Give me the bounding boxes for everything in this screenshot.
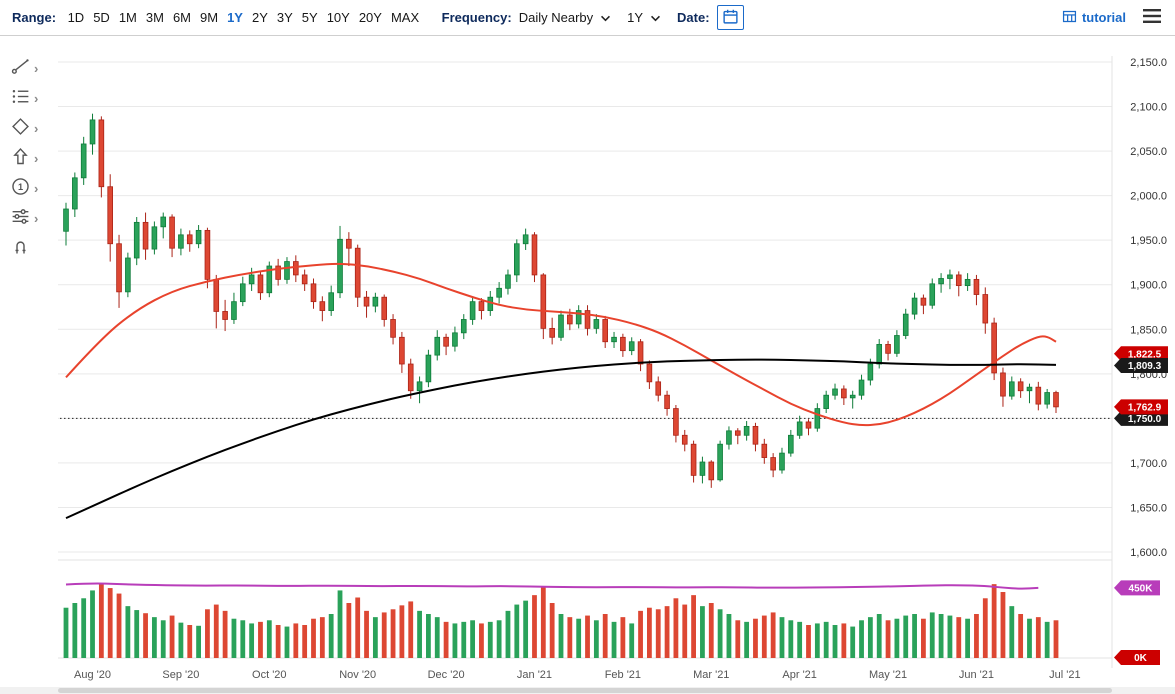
frequency-value: Daily Nearby <box>518 10 594 25</box>
arrow-tool[interactable] <box>10 146 39 172</box>
chevron-right-icon <box>34 210 38 228</box>
svg-text:1,809.3: 1,809.3 <box>1128 361 1162 372</box>
chevron-right-icon <box>34 150 38 168</box>
number-label-tool-icon: 1 <box>10 176 31 202</box>
date-picker-button[interactable] <box>716 5 744 30</box>
svg-text:Aug '20: Aug '20 <box>74 669 111 681</box>
range-option-10y[interactable]: 10Y <box>326 10 350 25</box>
date-label: Date: <box>677 10 710 25</box>
svg-text:Jul '21: Jul '21 <box>1049 669 1080 681</box>
settings-tool[interactable] <box>10 206 39 232</box>
svg-text:0K: 0K <box>1134 653 1148 664</box>
svg-text:1: 1 <box>18 182 23 192</box>
range-option-9m[interactable]: 9M <box>200 10 219 25</box>
svg-text:1,750.0: 1,750.0 <box>1128 414 1162 425</box>
svg-text:1,700.0: 1,700.0 <box>1130 458 1167 470</box>
range-option-2y[interactable]: 2Y <box>251 10 268 25</box>
period-select[interactable]: 1Y <box>627 10 661 25</box>
range-option-1d[interactable]: 1D <box>67 10 85 25</box>
svg-text:Jan '21: Jan '21 <box>517 669 552 681</box>
range-option-20y[interactable]: 20Y <box>358 10 382 25</box>
chevron-right-icon <box>34 120 38 138</box>
scrollbar-thumb[interactable] <box>58 688 1112 693</box>
chart-area: 1 2,150.0 2,100.0 2,050.0 2,000.0 1,950.0 1,9… <box>0 36 1175 694</box>
range-option-5d[interactable]: 5D <box>93 10 110 25</box>
svg-text:1,600.0: 1,600.0 <box>1130 547 1167 559</box>
range-option-5y[interactable]: 5Y <box>301 10 318 25</box>
arrow-tool-icon <box>10 146 31 172</box>
chevron-right-icon <box>34 60 38 78</box>
table-icon <box>1062 9 1077 27</box>
range-options: 1D 5D 1M 3M 6M 9M 1Y 2Y 3Y 5Y 10Y 20Y MAX <box>63 10 424 25</box>
toolbar: Range: 1D 5D 1M 3M 6M 9M 1Y 2Y 3Y 5Y 10Y 20Y MAX Fre… <box>0 0 1175 36</box>
menu-button[interactable] <box>1141 7 1163 28</box>
chevron-down-icon <box>650 10 661 25</box>
range-option-3m[interactable]: 3M <box>145 10 164 25</box>
chevron-down-icon <box>600 10 611 25</box>
svg-text:Mar '21: Mar '21 <box>693 669 729 681</box>
svg-text:1,950.0: 1,950.0 <box>1130 235 1167 247</box>
shapes-tool[interactable] <box>10 116 39 142</box>
calendar-icon <box>722 8 739 28</box>
svg-text:1,822.5: 1,822.5 <box>1128 349 1162 360</box>
svg-text:1,762.9: 1,762.9 <box>1128 402 1162 413</box>
shapes-tool-icon <box>10 116 31 142</box>
number-label-tool[interactable]: 1 <box>10 176 39 202</box>
range-option-1m[interactable]: 1M <box>118 10 137 25</box>
trend-line-tool-icon <box>10 56 31 82</box>
svg-text:2,050.0: 2,050.0 <box>1130 146 1167 158</box>
magnet-tool-icon <box>10 236 31 262</box>
svg-text:Jun '21: Jun '21 <box>959 669 994 681</box>
svg-text:Sep '20: Sep '20 <box>162 669 199 681</box>
svg-text:Apr '21: Apr '21 <box>782 669 817 681</box>
tutorial-label: tutorial <box>1081 10 1126 25</box>
period-value: 1Y <box>627 10 644 25</box>
chevron-right-icon <box>34 180 38 198</box>
drawing-tools-rail: 1 <box>10 56 39 262</box>
frequency-label: Frequency: <box>441 10 512 25</box>
range-option-max[interactable]: MAX <box>390 10 420 25</box>
range-option-6m[interactable]: 6M <box>172 10 191 25</box>
svg-text:1,650.0: 1,650.0 <box>1130 502 1167 514</box>
indicators-tool-icon <box>10 86 31 112</box>
trend-line-tool[interactable] <box>10 56 39 82</box>
svg-text:1,850.0: 1,850.0 <box>1130 324 1167 336</box>
svg-text:450K: 450K <box>1129 584 1154 595</box>
indicators-tool[interactable] <box>10 86 39 112</box>
svg-text:2,150.0: 2,150.0 <box>1130 57 1167 69</box>
toolbar-right: tutorial <box>1062 7 1163 28</box>
chevron-right-icon <box>34 90 38 108</box>
svg-text:2,000.0: 2,000.0 <box>1130 191 1167 203</box>
svg-text:2,100.0: 2,100.0 <box>1130 102 1167 114</box>
horizontal-scrollbar[interactable] <box>0 687 1175 694</box>
price-chart[interactable]: 2,150.0 2,100.0 2,050.0 2,000.0 1,950.0 1,900… <box>0 36 1175 694</box>
range-option-3y[interactable]: 3Y <box>276 10 293 25</box>
settings-tool-icon <box>10 206 31 232</box>
range-label: Range: <box>12 10 57 25</box>
svg-text:Nov '20: Nov '20 <box>339 669 376 681</box>
frequency-select[interactable]: Daily Nearby <box>519 10 611 25</box>
svg-text:Dec '20: Dec '20 <box>428 669 465 681</box>
svg-text:1,900.0: 1,900.0 <box>1130 280 1167 292</box>
tutorial-link[interactable]: tutorial <box>1062 9 1126 27</box>
svg-text:Oct '20: Oct '20 <box>252 669 287 681</box>
svg-text:Feb '21: Feb '21 <box>605 669 641 681</box>
magnet-tool[interactable] <box>10 236 39 262</box>
svg-text:May '21: May '21 <box>869 669 907 681</box>
range-option-1y[interactable]: 1Y <box>227 10 243 25</box>
hamburger-icon <box>1143 9 1161 26</box>
